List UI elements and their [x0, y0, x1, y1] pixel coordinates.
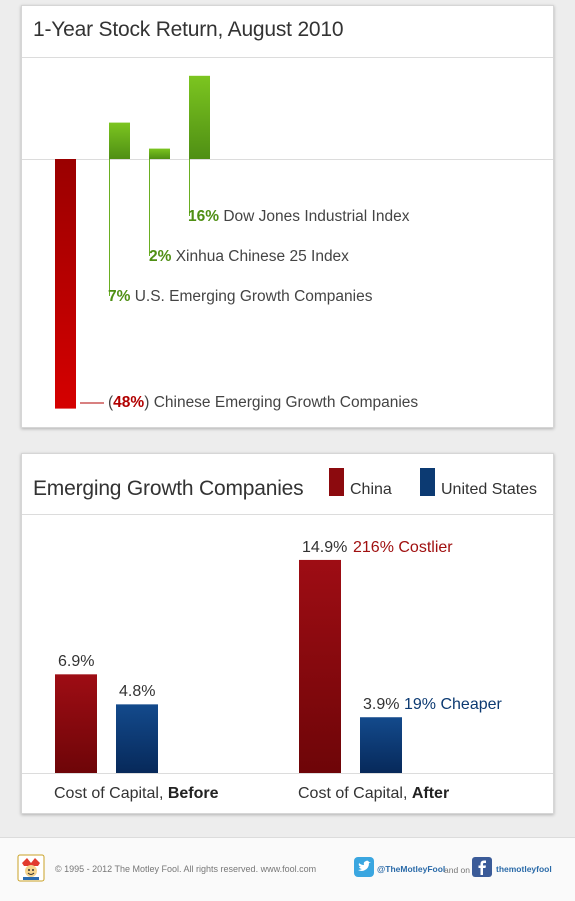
category-chinese-emerging: Chinese Emerging Growth Companies	[153, 394, 419, 411]
legend-swatch-china	[329, 468, 344, 496]
value-us-after: 3.9%	[363, 696, 400, 714]
bar-dow-jones	[189, 75, 210, 159]
category-label-after: Cost of Capital, After	[298, 785, 450, 802]
annotation-cheaper: 19% Cheaper	[404, 696, 502, 714]
stock-return-chart-panel: 1-Year Stock Return, August 2010 16% Dow…	[21, 5, 554, 428]
bar-xinhua	[149, 148, 170, 159]
bar-us-emerging	[109, 122, 130, 159]
bar-us-before	[116, 704, 158, 773]
value-us-before: 4.8%	[119, 683, 156, 701]
bar-us-after	[360, 717, 402, 773]
label-xinhua: 2% Xinhua Chinese 25 Index	[149, 248, 349, 266]
cost-of-capital-chart-panel: Emerging Growth Companies China United S…	[21, 453, 554, 814]
value-china-before: 6.9%	[58, 653, 95, 671]
label-us-emerging: 7% U.S. Emerging Growth Companies	[108, 288, 372, 306]
motley-fool-jester-logo-icon	[17, 854, 45, 882]
value-china-after: 14.9%	[302, 538, 348, 556]
label-chinese-emerging: (48%) Chinese Emerging Growth Companies	[108, 394, 418, 412]
chart1-title: 1-Year Stock Return, August 2010	[33, 18, 344, 41]
bar-china-before	[55, 674, 97, 773]
value-xinhua: 2%	[149, 248, 172, 265]
chart2-baseline	[22, 773, 553, 774]
legend-label-united-states: United States	[441, 481, 538, 498]
bar-china-after	[299, 559, 341, 773]
footer-copyright: © 1995 - 2012 The Motley Fool. All right…	[55, 864, 317, 874]
footer: © 1995 - 2012 The Motley Fool. All right…	[0, 837, 575, 901]
facebook-handle-link[interactable]: themotleyfool	[496, 864, 552, 874]
category-dow-jones: Dow Jones Industrial Index	[223, 208, 410, 225]
value-dow-jones: 16%	[188, 208, 220, 225]
chart1-zero-baseline	[22, 159, 553, 160]
category-label-before: Cost of Capital, Before	[54, 785, 219, 802]
legend-swatch-united-states	[420, 468, 435, 496]
twitter-bird-icon[interactable]	[354, 857, 374, 877]
value-us-emerging: 7%	[108, 288, 131, 305]
chart2-plot	[55, 559, 402, 773]
footer-and-on: and on	[444, 865, 470, 875]
bar-chinese-emerging	[55, 159, 76, 409]
category-us-emerging: U.S. Emerging Growth Companies	[134, 288, 373, 305]
facebook-icon[interactable]	[472, 857, 492, 877]
annotation-costlier: 216% Costlier	[353, 538, 453, 556]
category-xinhua: Xinhua Chinese 25 Index	[175, 248, 349, 265]
chart2-title: Emerging Growth Companies	[33, 477, 304, 500]
chart1-title-divider	[22, 57, 553, 58]
chart1-plot	[55, 75, 210, 409]
value-chinese-emerging: (48%)	[108, 394, 150, 411]
legend-label-china: China	[350, 481, 392, 498]
twitter-handle-link[interactable]: @TheMotleyFool	[377, 864, 446, 874]
label-dow-jones: 16% Dow Jones Industrial Index	[188, 208, 409, 226]
chart2-title-divider	[22, 514, 553, 515]
